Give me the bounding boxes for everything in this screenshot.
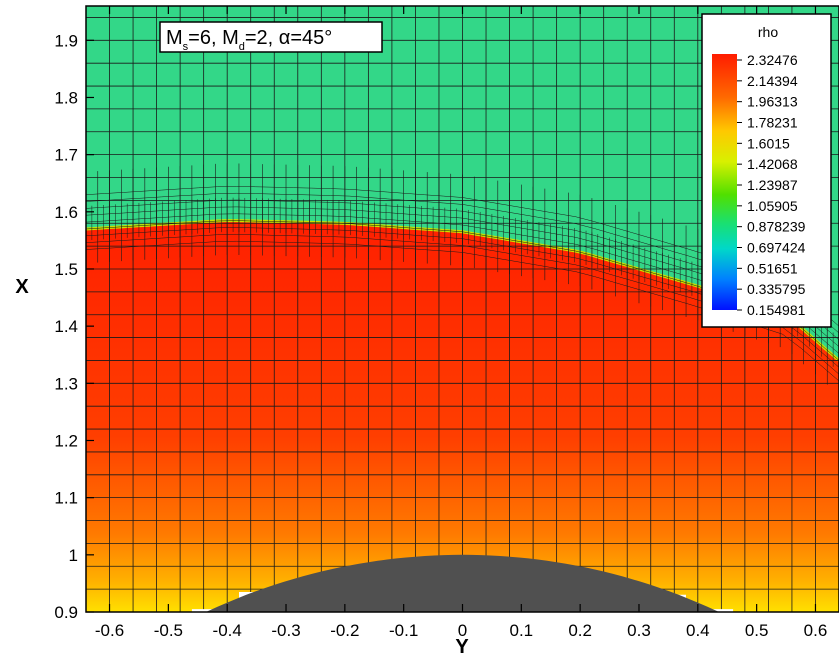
x-axis: -0.6 -0.5 -0.4 -0.3 -0.2 -0.1 0 0.1 0.2 0.3 0.4 0.5… xyxy=(95,6,827,640)
mesh-grid xyxy=(86,6,839,612)
y-axis: 0.9 1 1.1 1.2 1.3 1.4 1.5 1.6 1.7 1.8 1.9 xyxy=(54,31,94,622)
x-tick-label: -0.3 xyxy=(271,621,300,640)
annotation-sub: s xyxy=(183,41,189,53)
x-tick-label: -0.4 xyxy=(213,621,242,640)
svg-text:Ms=6, Md=2, α=45°: Ms=6, Md=2, α=45° xyxy=(166,27,332,53)
y-axis-title: X xyxy=(15,276,29,298)
legend-label: 1.42068 xyxy=(747,156,798,172)
legend-label: 1.96313 xyxy=(747,94,798,110)
legend-label: 0.878239 xyxy=(747,219,806,235)
y-tick-label: 1 xyxy=(69,546,78,565)
legend-label: 0.51651 xyxy=(747,260,798,276)
cylinder-body xyxy=(206,554,719,612)
legend-label: 2.32476 xyxy=(747,52,798,68)
annotation-box: Ms=6, Md=2, α=45° xyxy=(159,21,383,53)
x-tick-label: 0.6 xyxy=(804,621,828,640)
x-tick-label: -0.6 xyxy=(95,621,124,640)
legend-label: 0.335795 xyxy=(747,281,806,297)
x-tick-label: 0.2 xyxy=(568,621,592,640)
y-tick-label: 1.8 xyxy=(54,88,78,107)
annotation-part: M xyxy=(166,27,183,49)
y-tick-label: 1.2 xyxy=(54,431,78,450)
legend-label: 0.154981 xyxy=(747,302,806,318)
legend-label: 2.14394 xyxy=(747,73,798,89)
annotation-sub: d xyxy=(239,41,245,53)
y-tick-label: 1.1 xyxy=(54,489,78,508)
legend: rho 2.32476 2.14394 1.96313 1.78231 1.6015 1.… xyxy=(701,13,832,328)
legend-label: 1.6015 xyxy=(747,135,790,151)
x-tick-label: 0.1 xyxy=(510,621,534,640)
y-tick-label: 1.6 xyxy=(54,203,78,222)
x-tick-label: -0.5 xyxy=(154,621,183,640)
legend-label: 1.05905 xyxy=(747,198,798,214)
x-tick-label: 0.4 xyxy=(686,621,710,640)
x-tick-label: 0 xyxy=(458,621,467,640)
x-tick-label: -0.1 xyxy=(389,621,418,640)
y-tick-label: 1.7 xyxy=(54,146,78,165)
x-axis-title: Y xyxy=(455,636,469,657)
x-tick-label: -0.2 xyxy=(330,621,359,640)
legend-label: 1.78231 xyxy=(747,115,798,131)
legend-label: 1.23987 xyxy=(747,177,798,193)
annotation-part: =2, α=45° xyxy=(245,27,332,49)
legend-title: rho xyxy=(758,24,778,40)
x-tick-label: 0.5 xyxy=(745,621,769,640)
y-tick-label: 1.5 xyxy=(54,260,78,279)
y-tick-label: 1.3 xyxy=(54,374,78,393)
y-tick-label: 1.9 xyxy=(54,31,78,50)
legend-colorbar xyxy=(712,54,737,310)
annotation-part: =6, M xyxy=(188,27,239,49)
y-tick-label: 0.9 xyxy=(54,603,78,622)
legend-label: 0.697424 xyxy=(747,240,806,256)
y-tick-label: 1.4 xyxy=(54,317,78,336)
x-tick-label: 0.3 xyxy=(627,621,651,640)
